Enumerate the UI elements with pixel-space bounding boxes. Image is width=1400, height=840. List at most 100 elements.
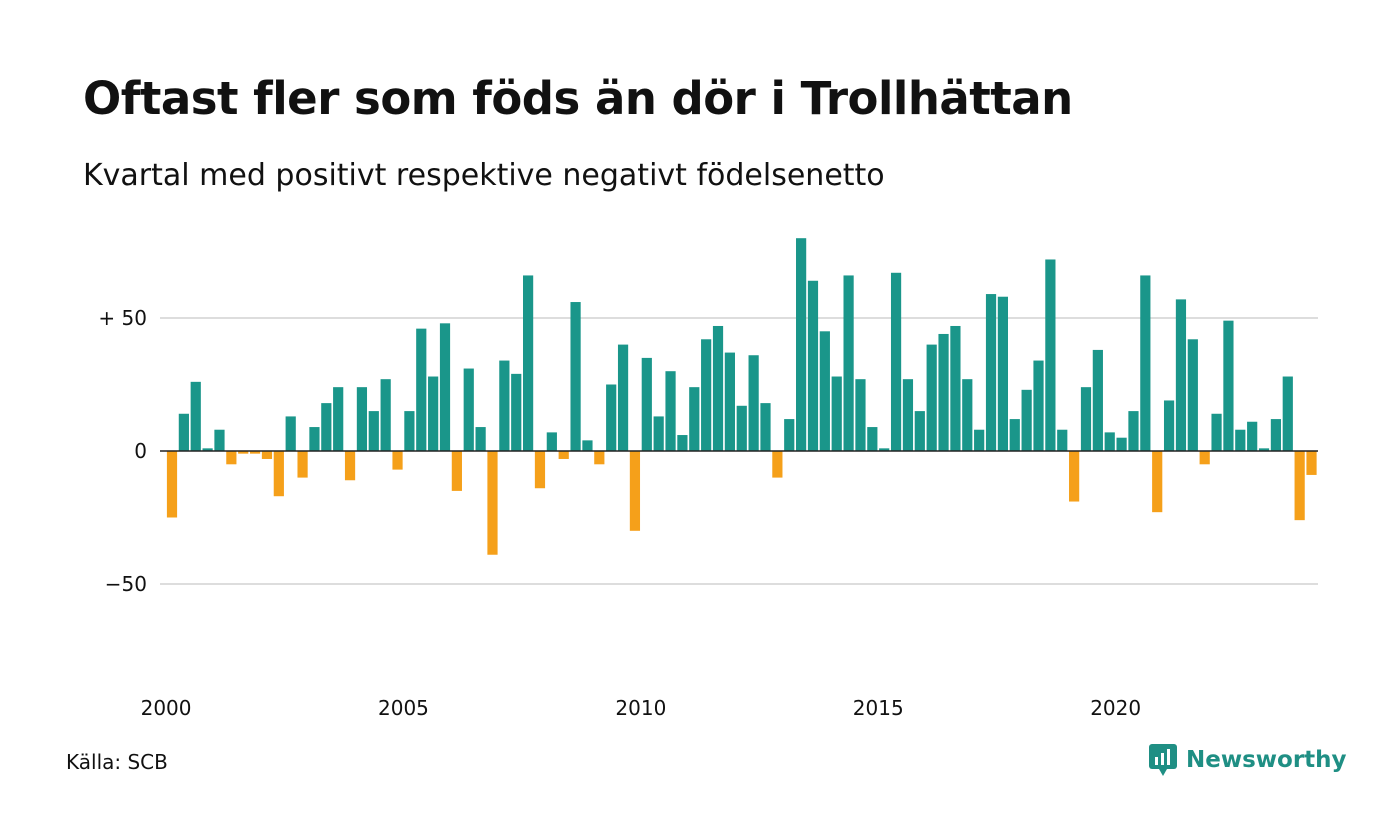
source-note: Källa: SCB [66,750,168,774]
bar-negative [166,451,178,518]
bar-positive [677,435,688,451]
chart-title: Oftast fler som föds än dör i Trollhätta… [83,72,1073,125]
bar-positive [879,448,890,451]
y-tick-label: + 50 [98,306,147,330]
bar-positive [653,416,664,451]
bar-positive [938,333,949,451]
bar-negative [534,451,546,489]
bar-positive [1175,299,1187,451]
bar-positive [368,411,379,451]
bar-positive [582,440,593,451]
x-tick-label: 2020 [1090,696,1141,720]
bar-positive [475,427,486,451]
bar-negative [487,451,498,555]
bar-negative [297,451,308,478]
bar-positive [190,381,201,451]
bar-positive [748,355,759,451]
bar-positive [1163,400,1175,451]
x-tick-label: 2010 [615,696,666,720]
bar-negative [594,451,605,465]
bar-negative [226,451,237,465]
bar-positive [867,427,878,451]
bar-positive [570,302,581,451]
bars [166,238,1317,555]
bar-positive [1045,259,1056,451]
bar-positive [285,416,296,451]
bar-negative [249,451,261,454]
bar-positive [914,411,925,451]
y-tick-label: −50 [105,572,147,596]
bar-positive [380,379,391,451]
bar-positive [701,339,712,451]
bar-negative [772,451,783,478]
bar-negative [261,451,273,459]
bar-positive [1187,339,1198,451]
bar-positive [831,376,842,451]
bar-positive [428,376,439,451]
bar-positive [202,448,213,451]
bar-positive [997,296,1008,451]
x-tick-label: 2005 [378,696,429,720]
bar-negative [1306,451,1317,475]
brand-name: Newsworthy [1186,747,1347,773]
bar-positive [1057,429,1068,451]
bar-positive [356,387,368,451]
bar-negative [1199,451,1210,465]
x-axis-labels: 2000 2005 2010 2015 2020 [141,696,1142,720]
bar-positive [855,379,866,451]
bar-positive [463,368,474,451]
bar-positive [1092,349,1103,451]
bar-negative [1152,451,1163,513]
x-tick-label: 2000 [141,696,192,720]
brand-logo: Newsworthy [1148,743,1347,777]
bar-positive [689,387,700,451]
bar-positive [724,352,735,451]
bar-positive [712,325,724,451]
x-tick-label: 2015 [853,696,904,720]
bar-positive [1270,419,1282,451]
bar-positive [333,387,344,451]
chart-subtitle: Kvartal med positivt respektive negativt… [83,158,885,193]
bar-positive [926,344,937,451]
bar-positive [985,294,997,451]
newsworthy-logo-icon [1149,744,1177,776]
bar-positive [819,331,830,451]
bar-positive [1211,413,1222,451]
bar-positive [606,384,617,451]
bar-positive [1258,448,1270,451]
bar-positive [1009,419,1020,451]
bar-positive [807,280,819,451]
bar-positive [321,403,332,451]
bar-positive [641,357,652,451]
gridlines [160,317,1318,585]
bar-negative [451,451,462,491]
bar-positive [950,325,961,451]
bar-positive [962,379,973,451]
bar-positive [617,344,629,451]
bar-positive [1116,437,1127,451]
bar-positive [796,238,807,451]
bar-positive [1021,389,1032,451]
bar-negative [558,451,569,459]
y-tick-label: 0 [134,439,147,463]
bar-negative [238,451,249,454]
bar-negative [392,451,403,470]
bar-positive [974,429,985,451]
bar-positive [178,413,189,451]
bar-negative [1294,451,1305,521]
bar-positive [1080,387,1092,451]
bar-positive [665,371,676,451]
y-axis-labels: + 50 0 −50 [98,306,147,596]
bar-positive [1247,421,1258,451]
bar-negative [344,451,356,481]
bar-negative [629,451,641,531]
bar-positive [1223,320,1234,451]
bar-positive [890,272,902,451]
bar-negative [273,451,284,497]
bar-positive [1235,429,1246,451]
bar-positive [760,403,771,451]
bar-negative [1069,451,1080,502]
bar-positive [1128,411,1139,451]
bar-positive [404,411,415,451]
